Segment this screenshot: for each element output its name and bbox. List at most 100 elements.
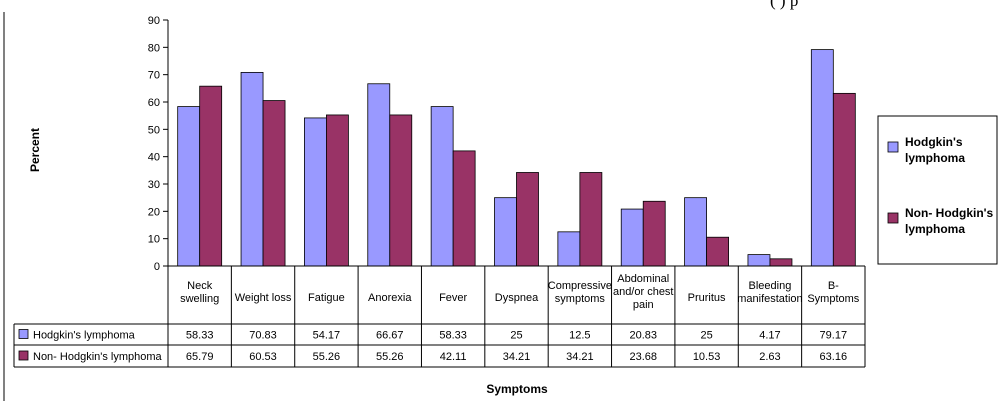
bar-non-hodgkins — [832, 92, 856, 267]
category-label: Dyspnea — [495, 292, 539, 304]
category-label: B-Symptoms — [807, 280, 859, 305]
category-label-line: B- — [828, 280, 839, 292]
bar-hodgkins — [620, 208, 644, 267]
cropped-caption-text: ( ) p — [770, 0, 799, 10]
category-label-line: Fatigue — [308, 292, 345, 304]
bar-non-hodgkins — [389, 114, 413, 267]
bar-hodgkins — [494, 197, 517, 267]
table-value: 55.26 — [313, 351, 341, 363]
data-table: Neck swelling Weight loss Fatigue Anorexia Fe… — [13, 265, 866, 368]
category-label-line: symptoms — [555, 293, 606, 305]
category-label: Bleeding manifestation — [737, 280, 802, 305]
y-tick-label: 60 — [148, 97, 160, 109]
bar-hodgkins — [430, 106, 454, 267]
table-value: 23.68 — [629, 351, 657, 363]
legend-label: Hodgkin's lymphoma — [905, 135, 965, 165]
bar-hodgkins — [557, 231, 581, 267]
category-label-line: Compressive — [548, 280, 612, 292]
table-value: 2.63 — [759, 351, 780, 363]
x-axis-title: Symptoms — [486, 382, 548, 396]
legend-label-line: lymphoma — [905, 222, 965, 236]
bar-non-hodgkins — [326, 114, 349, 267]
table-value: 79.17 — [820, 330, 848, 342]
bar-non-hodgkins — [642, 200, 666, 267]
table-value: 63.16 — [820, 351, 848, 363]
category-label: Weight loss — [235, 292, 292, 304]
category-label-line: Fever — [439, 292, 467, 304]
y-tick-label: 10 — [148, 234, 160, 246]
bar-hodgkins — [810, 49, 834, 267]
bar-hodgkins — [684, 197, 707, 267]
category-label-line: manifestation — [737, 293, 802, 305]
bar-hodgkins — [747, 254, 771, 267]
table-series-swatch — [18, 329, 29, 339]
legend-swatch — [887, 212, 899, 224]
table-value: 42.11 — [440, 351, 467, 363]
legend-label-line: Non- Hodgkin's — [905, 206, 994, 220]
y-axis-title: Percent — [28, 128, 42, 172]
y-tick-label: 20 — [148, 206, 160, 218]
bar-non-hodgkins — [769, 258, 793, 267]
category-label-line: Symptoms — [807, 293, 859, 305]
legend-box — [877, 115, 998, 265]
legend-swatch — [887, 141, 899, 153]
table-value: 34.21 — [503, 351, 531, 363]
table-series-swatch — [18, 350, 29, 361]
category-label: Abdominal and/or chest pain — [613, 273, 674, 311]
category-label-line: Bleeding — [749, 280, 792, 292]
bar-non-hodgkins — [262, 100, 286, 267]
y-tick-label: 80 — [148, 42, 160, 54]
category-label: Fever — [439, 292, 467, 304]
bar-non-hodgkins — [452, 150, 476, 267]
category-label-line: pain — [633, 299, 654, 311]
y-tick-label: 0 — [154, 261, 160, 273]
category-label: Neck swelling — [180, 280, 219, 305]
legend-label-line: lymphoma — [905, 151, 965, 165]
category-label-line: Weight loss — [235, 292, 292, 304]
table-value: 70.83 — [249, 330, 277, 342]
category-label-line: Dyspnea — [495, 292, 539, 304]
bar-hodgkins — [177, 106, 201, 267]
y-tick-label: 50 — [148, 124, 160, 136]
bar-non-hodgkins — [579, 172, 603, 267]
table-value: 20.83 — [629, 330, 657, 342]
category-label-line: Pruritus — [688, 292, 726, 304]
bar-hodgkins — [367, 83, 391, 267]
legend-label: Non- Hodgkin's lymphoma — [905, 206, 994, 236]
category-label-line: Anorexia — [368, 292, 412, 304]
y-tick-label: 90 — [148, 15, 160, 27]
legend: Hodgkin's lymphoma Non- Hodgkin's lymphoma — [877, 115, 998, 265]
table-value: 60.53 — [249, 351, 277, 363]
table-value: 12.5 — [569, 330, 590, 342]
category-label-line: Neck — [187, 280, 213, 292]
bar-hodgkins — [304, 117, 327, 267]
table-series-label: Non- Hodgkin's lymphoma — [33, 351, 163, 363]
table-value: 55.26 — [376, 351, 404, 363]
category-label-line: and/or chest — [613, 286, 674, 298]
bar-non-hodgkins — [516, 172, 539, 267]
category-label-line: Abdominal — [617, 273, 669, 285]
table-value: 54.17 — [313, 330, 341, 342]
table-value: 25 — [700, 330, 712, 342]
legend-label-line: Hodgkin's — [905, 135, 963, 149]
table-value: 58.33 — [186, 330, 214, 342]
y-tick-label: 40 — [148, 152, 160, 164]
table-value: 34.21 — [566, 351, 594, 363]
plot-area: 0 10 20 30 40 50 60 70 80 90 — [148, 15, 856, 273]
table-value: 65.79 — [186, 351, 214, 363]
category-label-line: swelling — [180, 293, 219, 305]
category-label: Anorexia — [368, 292, 412, 304]
category-label: Fatigue — [308, 292, 345, 304]
table-value: 10.53 — [693, 351, 721, 363]
category-label: Pruritus — [688, 292, 726, 304]
category-label: Compressive symptoms — [548, 280, 612, 305]
table-value: 4.17 — [759, 330, 780, 342]
y-tick-label: 30 — [148, 179, 160, 191]
table-value: 58.33 — [439, 330, 467, 342]
table-value: 66.67 — [376, 330, 404, 342]
table-series-label: Hodgkin's lymphoma — [33, 330, 136, 342]
bar-hodgkins — [240, 71, 264, 267]
bar-non-hodgkins — [199, 85, 223, 267]
y-tick-label: 70 — [148, 70, 160, 82]
